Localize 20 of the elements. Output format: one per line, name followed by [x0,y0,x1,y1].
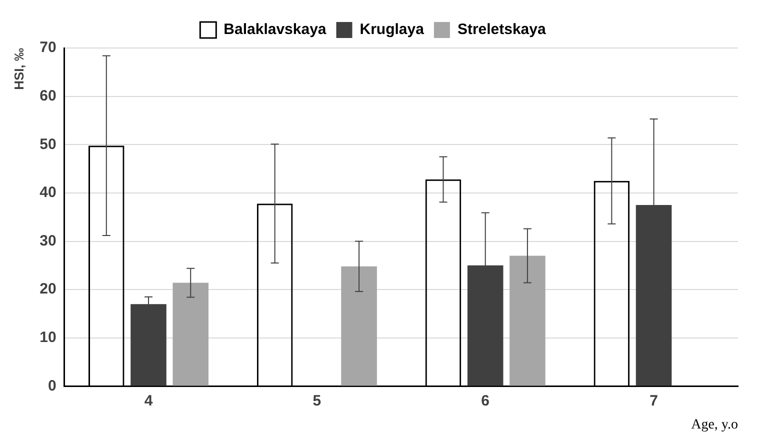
bar [341,266,377,386]
bar [510,256,546,386]
legend-label: Balaklavskaya [224,21,327,38]
legend-label: Kruglaya [360,21,425,38]
y-axis-title: HSI, ‰ [11,48,26,90]
y-tick-label: 40 [40,184,56,202]
y-tick-label: 60 [40,87,56,104]
bar [172,282,208,386]
y-tick-label: 50 [40,136,56,153]
y-tick-label: 10 [40,329,56,346]
y-tick-label: 0 [48,377,56,394]
x-tick-label: 5 [312,392,322,410]
y-tick-label: 70 [40,39,56,56]
y-tick-label: 20 [40,280,56,298]
x-tick-label: 7 [650,392,658,410]
legend-label: Streletskaya [457,21,546,38]
x-axis-title: Age, y.o [691,417,738,432]
x-tick-label: 6 [481,392,490,410]
x-tick-label: 4 [144,392,154,410]
y-tick-label: 30 [40,232,56,250]
